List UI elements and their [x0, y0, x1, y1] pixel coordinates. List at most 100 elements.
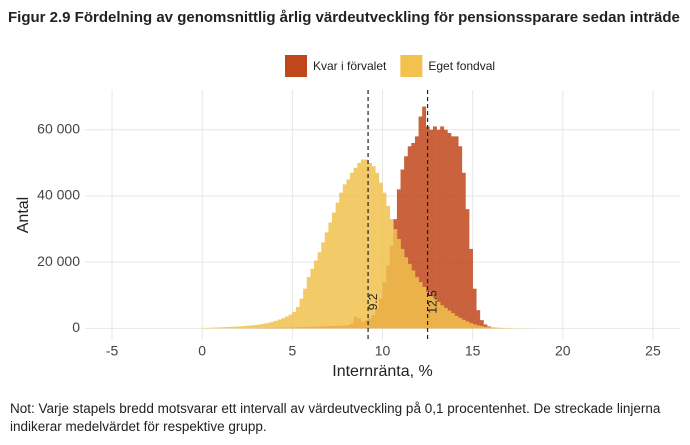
y-axis-label: Antal — [15, 197, 32, 233]
y-tick-label: 40 000 — [37, 187, 80, 203]
bar — [263, 323, 268, 329]
bar — [371, 166, 376, 329]
bar — [483, 324, 488, 329]
bar — [404, 257, 409, 329]
bar — [274, 320, 279, 329]
bar — [350, 172, 354, 329]
bar — [451, 136, 455, 329]
x-tick-label: 0 — [198, 343, 206, 359]
mean-label: 12.5 — [426, 290, 440, 314]
bar — [497, 327, 502, 329]
legend-label: Kvar i förvalet — [313, 59, 387, 73]
bar — [469, 248, 473, 329]
bar — [303, 288, 308, 329]
bar — [465, 209, 470, 329]
legend-swatch — [400, 55, 423, 77]
bar — [317, 252, 322, 329]
bar — [418, 282, 423, 329]
bar — [368, 162, 372, 329]
y-tick-label: 60 000 — [37, 120, 80, 136]
bar — [386, 205, 391, 329]
bar — [292, 311, 297, 329]
bar — [382, 192, 387, 329]
bar — [346, 179, 351, 329]
mean-label: 9.2 — [366, 293, 380, 310]
bar — [458, 146, 463, 329]
bar — [411, 270, 416, 329]
bar — [281, 318, 286, 329]
x-tick-label: 25 — [645, 343, 661, 359]
bar — [396, 239, 401, 329]
bar — [357, 162, 362, 329]
bar — [443, 129, 448, 329]
bar — [454, 136, 459, 329]
bar — [339, 192, 344, 329]
bar — [472, 324, 477, 329]
bar — [267, 322, 272, 329]
x-tick-label: 5 — [288, 343, 296, 359]
bar — [321, 242, 326, 329]
bar — [422, 106, 427, 329]
bar — [310, 268, 315, 329]
bar — [313, 260, 318, 329]
bar — [234, 326, 239, 329]
chart: Figur 2.9 Fördelning av genomsnittlig år… — [8, 9, 680, 380]
bar — [353, 167, 358, 329]
bar — [306, 277, 311, 329]
bar — [223, 327, 228, 329]
y-tick-label: 0 — [72, 319, 80, 335]
bar — [364, 159, 369, 329]
x-tick-label: -5 — [106, 343, 119, 359]
series — [202, 159, 542, 329]
chart-title: Figur 2.9 Fördelning av genomsnittlig år… — [8, 9, 680, 26]
bar — [342, 184, 347, 329]
bar — [249, 325, 253, 329]
bar — [483, 326, 488, 329]
bar — [447, 133, 452, 329]
bar — [378, 182, 383, 329]
bar — [414, 277, 419, 329]
bar — [256, 324, 261, 329]
bar — [375, 172, 380, 329]
bar — [487, 327, 491, 329]
bar — [414, 136, 419, 329]
bar — [285, 316, 290, 329]
bar — [440, 126, 445, 329]
bar — [277, 319, 282, 329]
bar — [213, 327, 217, 329]
bar — [418, 116, 423, 329]
bar — [479, 326, 484, 329]
bar — [259, 324, 264, 329]
bar — [429, 295, 434, 329]
bar — [436, 301, 441, 329]
bar — [389, 219, 394, 329]
bar — [422, 287, 427, 329]
bar — [270, 321, 275, 329]
bar — [238, 326, 243, 329]
bar — [451, 313, 455, 329]
bar — [295, 306, 300, 329]
y-tick-label: 20 000 — [37, 253, 80, 269]
x-axis-label: Internränta, % — [332, 363, 433, 380]
bar — [299, 298, 304, 329]
bar — [432, 126, 437, 329]
bar — [220, 327, 225, 329]
bar — [490, 327, 495, 329]
bar — [458, 317, 463, 329]
bar — [447, 310, 452, 329]
bar — [400, 248, 405, 329]
bar — [393, 229, 398, 329]
bar — [328, 222, 333, 329]
bar — [324, 232, 329, 329]
bar — [443, 307, 448, 329]
bar — [231, 326, 235, 329]
bar — [440, 305, 445, 329]
bar — [461, 319, 466, 329]
bar — [429, 129, 434, 329]
bar — [252, 325, 257, 329]
bar — [335, 202, 340, 329]
bar — [472, 288, 477, 329]
legend-label: Eget fondval — [428, 59, 495, 73]
bar — [476, 325, 481, 329]
